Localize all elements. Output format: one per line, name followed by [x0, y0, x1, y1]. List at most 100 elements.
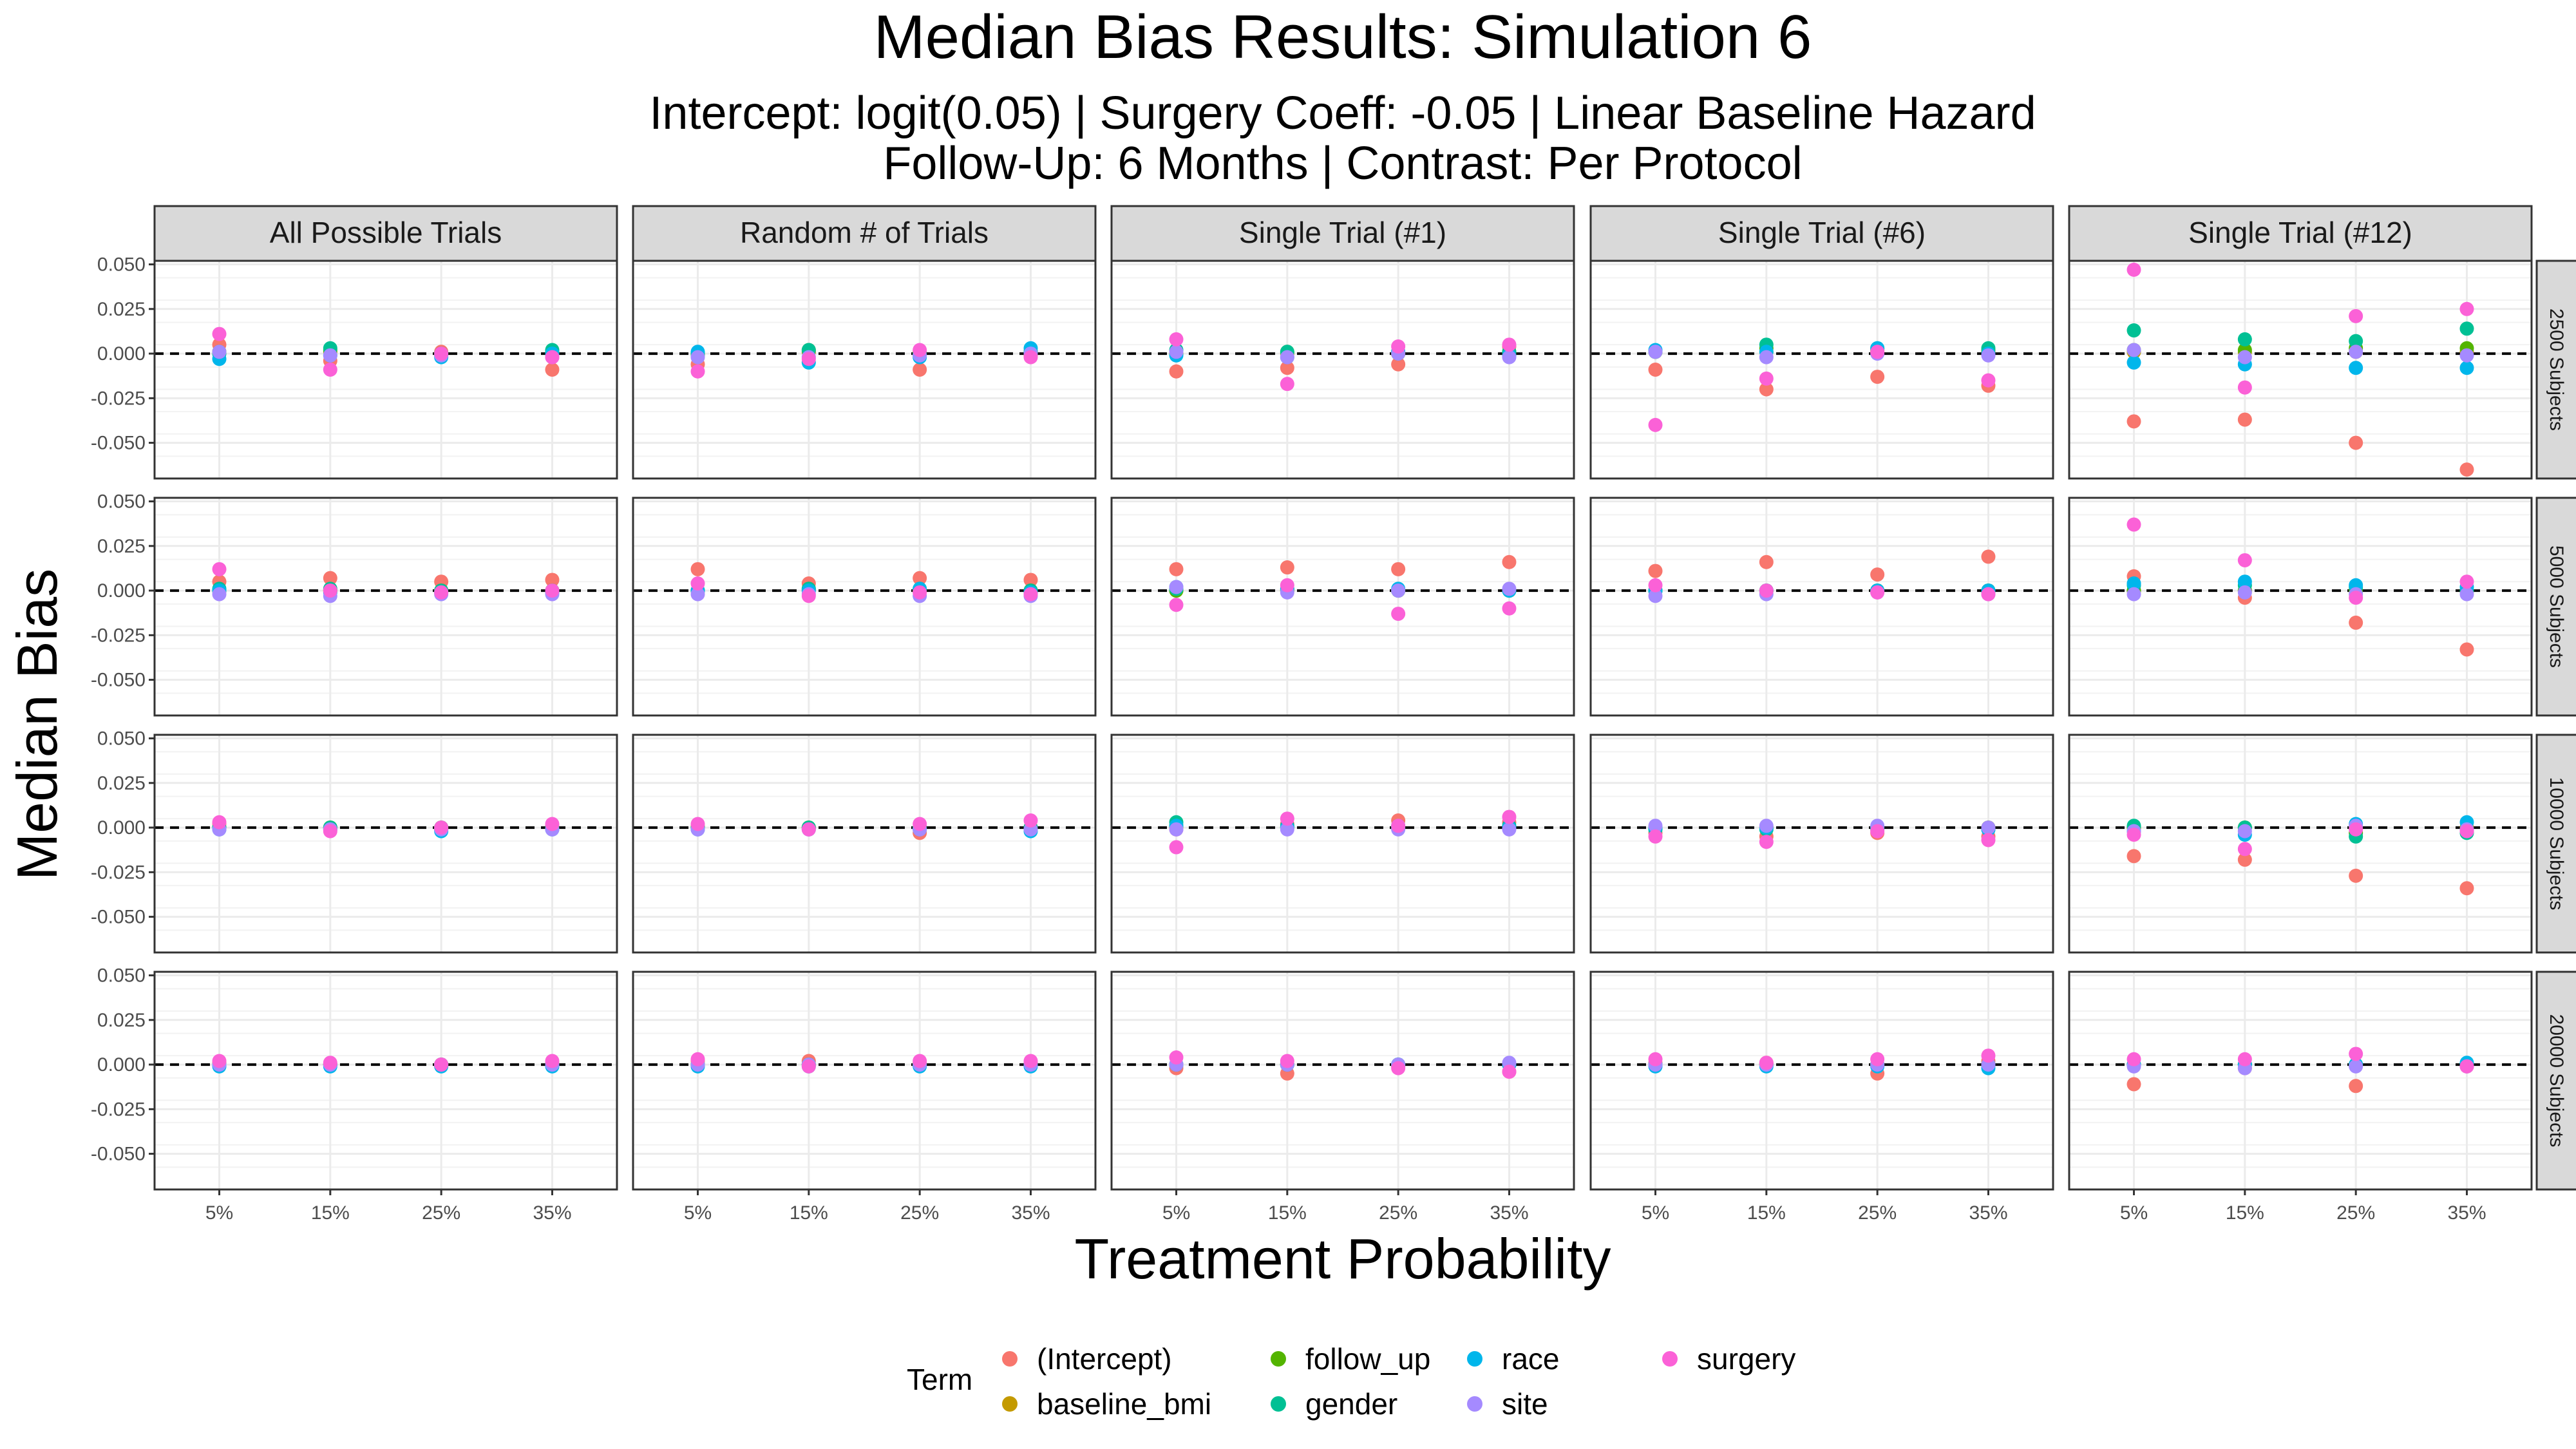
row-strip — [2535, 971, 2576, 1191]
data-point-intercept — [545, 363, 560, 377]
data-point-surgery — [801, 352, 816, 366]
chart-subtitle-line-1: Intercept: logit(0.05) | Surgery Coeff: … — [649, 88, 2036, 139]
panel-border — [153, 260, 618, 480]
data-point-intercept — [1169, 562, 1184, 576]
x-tick-label: 25% — [1858, 1202, 1897, 1224]
data-point-surgery — [1502, 810, 1517, 824]
data-point-site — [2349, 1059, 2363, 1074]
data-point-surgery — [1981, 373, 1996, 388]
data-point-site — [2126, 343, 2141, 357]
y-tick-label: 0.000 — [97, 343, 146, 365]
x-tick-label: 35% — [1011, 1202, 1050, 1224]
y-tick-label: 0.050 — [97, 965, 146, 987]
legend-label: (Intercept) — [1037, 1342, 1172, 1376]
row-strip — [2535, 260, 2576, 480]
data-point-surgery — [1759, 371, 1774, 386]
facet-panel — [1110, 734, 1575, 954]
column-strip-label: Random # of Trials — [740, 216, 989, 249]
data-point-intercept — [1391, 562, 1406, 576]
facet-panel — [632, 971, 1097, 1191]
data-point-surgery — [323, 363, 337, 377]
data-point-site — [690, 587, 705, 601]
data-point-race — [2237, 574, 2252, 589]
data-point-surgery — [2126, 262, 2141, 277]
data-point-intercept — [690, 562, 705, 576]
legend-key — [1662, 1351, 1678, 1367]
data-point-site — [1648, 345, 1663, 359]
x-tick-label: 15% — [1747, 1202, 1786, 1224]
x-axis-title: Treatment Probability — [1074, 1227, 1611, 1291]
data-point-surgery — [913, 1054, 927, 1068]
panel-background — [633, 972, 1095, 1189]
data-point-surgery — [2459, 301, 2474, 316]
data-point-intercept — [1391, 357, 1406, 372]
data-point-intercept — [2459, 462, 2474, 477]
row-strip-label: 10000 Subjects — [2546, 777, 2567, 911]
data-point-race — [2349, 361, 2363, 375]
chart-subtitle-line-2: Follow-Up: 6 Months | Contrast: Per Prot… — [883, 138, 1802, 189]
data-point-surgery — [1391, 1061, 1406, 1075]
data-point-surgery — [1023, 587, 1038, 601]
column-strip-label: All Possible Trials — [270, 216, 502, 249]
facet-panel — [153, 497, 618, 717]
legend-key — [1271, 1396, 1286, 1412]
y-tick-label: -0.050 — [91, 670, 146, 691]
data-point-intercept — [323, 571, 337, 585]
data-point-surgery — [212, 327, 227, 341]
data-point-site — [2237, 585, 2252, 600]
panel-border — [1589, 971, 2054, 1191]
y-tick-label: 0.050 — [97, 728, 146, 750]
data-point-surgery — [2237, 380, 2252, 395]
data-point-intercept — [1759, 382, 1774, 397]
panel-border — [632, 734, 1097, 954]
facet-panel — [153, 971, 618, 1191]
data-point-surgery — [1023, 813, 1038, 828]
data-point-surgery — [1870, 345, 1885, 359]
data-point-surgery — [1023, 350, 1038, 365]
data-point-surgery — [801, 1059, 816, 1074]
facet-panel — [632, 734, 1097, 954]
data-point-site — [2459, 348, 2474, 363]
facet-panel — [632, 497, 1097, 717]
data-point-intercept — [913, 363, 927, 377]
x-tick-label: 15% — [790, 1202, 828, 1224]
data-point-surgery — [1759, 835, 1774, 849]
data-point-race — [2126, 355, 2141, 370]
data-point-gender — [2459, 321, 2474, 336]
data-point-surgery — [1169, 840, 1184, 855]
data-point-surgery — [1280, 578, 1294, 592]
y-tick-label: 0.025 — [97, 299, 146, 320]
x-tick-label: 15% — [311, 1202, 350, 1224]
data-point-intercept — [913, 571, 927, 585]
data-point-surgery — [801, 589, 816, 603]
data-point-intercept — [1648, 564, 1663, 578]
data-point-site — [212, 587, 227, 601]
data-point-site — [690, 350, 705, 365]
panel-background — [155, 972, 617, 1189]
data-point-intercept — [2237, 412, 2252, 427]
x-tick-label: 5% — [1162, 1202, 1190, 1224]
panel-background — [2069, 498, 2532, 715]
panel-border — [2068, 497, 2533, 717]
panel-border — [2068, 971, 2533, 1191]
panel-border — [153, 971, 618, 1191]
data-point-site — [1391, 583, 1406, 598]
panel-background — [2069, 735, 2532, 952]
panel-border — [1589, 260, 2054, 480]
x-tick-label: 25% — [422, 1202, 460, 1224]
data-point-surgery — [434, 346, 449, 361]
facet-panel — [632, 260, 1097, 480]
data-point-surgery — [1280, 811, 1294, 826]
data-point-surgery — [2237, 553, 2252, 567]
data-point-surgery — [434, 585, 449, 600]
data-point-surgery — [690, 1052, 705, 1066]
y-tick-label: 0.025 — [97, 773, 146, 794]
legend-label: surgery — [1697, 1342, 1795, 1376]
data-point-surgery — [1391, 339, 1406, 354]
facet-panel — [1110, 497, 1575, 717]
facet-panel — [2068, 497, 2533, 717]
data-point-site — [1981, 820, 1996, 835]
y-tick-label: 0.000 — [97, 580, 146, 601]
legend-key — [1002, 1351, 1018, 1367]
